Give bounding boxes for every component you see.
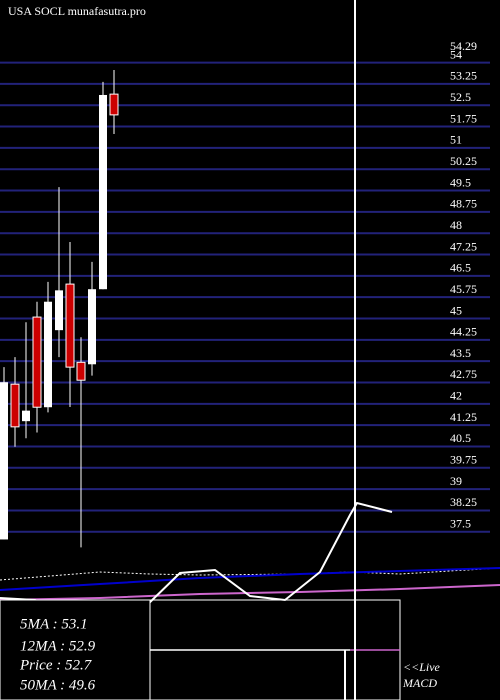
info-line: Price : 52.7 bbox=[19, 657, 93, 673]
candle-body bbox=[22, 410, 30, 422]
info-box bbox=[0, 599, 151, 700]
info-line: 5MA : 53.1 bbox=[20, 616, 88, 632]
y-tick-label: 49.5 bbox=[450, 175, 471, 189]
y-tick-label: 47.25 bbox=[450, 239, 477, 253]
indicator-line bbox=[0, 584, 500, 601]
indicator-line bbox=[0, 567, 500, 581]
y-tick-label: 39.75 bbox=[450, 453, 477, 467]
annotation: MACD bbox=[402, 676, 437, 690]
y-tick-label: 46.5 bbox=[450, 261, 471, 275]
candle-body bbox=[0, 382, 8, 540]
y-tick-label: 51 bbox=[450, 133, 462, 147]
y-tick-label: 39 bbox=[450, 474, 462, 488]
y-tick-label: 43.5 bbox=[450, 346, 471, 360]
y-tick-label: 45.75 bbox=[450, 282, 477, 296]
y-tick-label: 42 bbox=[450, 389, 462, 403]
info-line: 12MA : 52.9 bbox=[20, 638, 96, 654]
candle-body bbox=[10, 383, 20, 428]
y-tick-label: 38.25 bbox=[450, 495, 477, 509]
y-tick-label: 52.5 bbox=[450, 90, 471, 104]
y-tick-label: 53.25 bbox=[450, 69, 477, 83]
y-tick-label: 48.75 bbox=[450, 197, 477, 211]
y-tick-label: 40.5 bbox=[450, 431, 471, 445]
y-tick-label: 37.5 bbox=[450, 517, 471, 531]
candle-body bbox=[65, 283, 75, 368]
indicator-line bbox=[0, 501, 393, 616]
candle-body bbox=[99, 94, 107, 290]
chart-title: USA SOCL munafasutra.pro bbox=[8, 4, 146, 18]
candle-body bbox=[55, 290, 63, 331]
y-tick-label: 54 bbox=[450, 47, 462, 61]
indicator-line bbox=[0, 567, 500, 591]
candle-body bbox=[109, 93, 119, 116]
candle-body bbox=[88, 289, 96, 365]
candle-body bbox=[44, 301, 52, 408]
candle-body bbox=[76, 361, 86, 381]
candle-body bbox=[32, 316, 42, 408]
y-tick-label: 51.75 bbox=[450, 111, 477, 125]
y-tick-label: 50.25 bbox=[450, 154, 477, 168]
y-tick-label: 42.75 bbox=[450, 367, 477, 381]
info-line: 50MA : 49.6 bbox=[20, 677, 96, 693]
y-tick-label: 41.25 bbox=[450, 410, 477, 424]
y-tick-label: 44.25 bbox=[450, 325, 477, 339]
y-tick-label: 54.29 bbox=[450, 39, 477, 53]
y-tick-label: 45 bbox=[450, 303, 462, 317]
annotation: <<Live bbox=[403, 660, 441, 674]
y-tick-label: 48 bbox=[450, 218, 462, 232]
